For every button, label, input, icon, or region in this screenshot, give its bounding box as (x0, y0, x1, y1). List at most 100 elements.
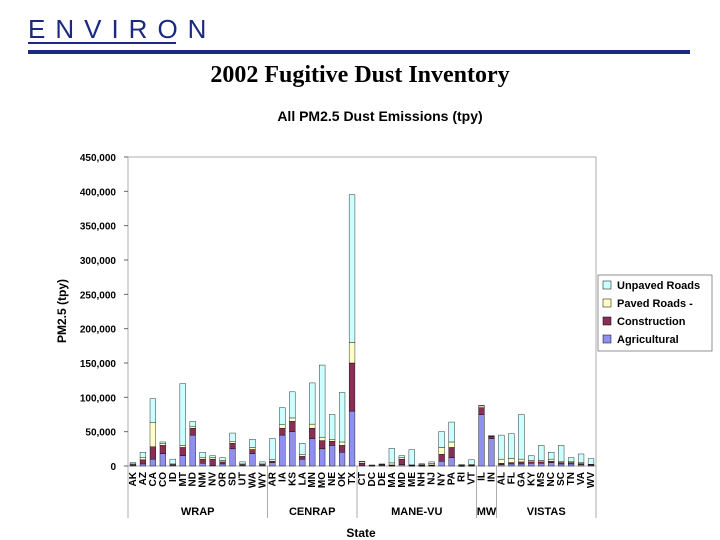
y-tick-label: 200,000 (80, 325, 117, 336)
x-tick-label: SC (556, 472, 567, 486)
bar-agricultural-mt (179, 455, 186, 467)
bar-unpaved-roads-ca (149, 398, 156, 423)
bar-unpaved-roads-nm (199, 452, 206, 458)
bar-construction-tn (568, 462, 575, 465)
bar-paved-roads-ca (149, 422, 156, 447)
y-tick-label: 350,000 (80, 222, 117, 233)
bar-paved-roads-tx (348, 342, 356, 364)
bar-paved-roads-al (498, 458, 505, 464)
bar-unpaved-roads-wa (249, 439, 256, 448)
x-tick-label: MO (317, 472, 328, 488)
bar-unpaved-roads-ma (388, 448, 395, 464)
bar-unpaved-roads-ne (329, 414, 336, 440)
bar-unpaved-roads-wy (259, 461, 266, 465)
bar-agricultural-md (398, 464, 405, 467)
y-tick-label: 150,000 (80, 359, 117, 370)
bar-paved-roads-ms (538, 460, 545, 463)
y-tick-label: 250,000 (80, 290, 117, 301)
bar-paved-roads-mt (179, 445, 186, 448)
x-tick-label: DE (377, 472, 388, 486)
x-tick-label: NY (437, 472, 448, 486)
bar-agricultural-fl (508, 463, 515, 467)
bar-unpaved-roads-co (159, 441, 166, 444)
bar-paved-roads-nd (189, 425, 196, 429)
bar-unpaved-roads-nv (209, 455, 216, 458)
x-tick-label: KS (287, 472, 298, 486)
x-tick-label: IN (486, 472, 497, 482)
x-tick-label: AR (267, 471, 278, 486)
bar-unpaved-roads-mt (179, 383, 186, 446)
bar-unpaved-roads-az (139, 452, 147, 458)
x-tick-label: FL (506, 472, 517, 484)
bar-unpaved-roads-sc (558, 445, 565, 462)
bar-unpaved-roads-va (577, 453, 585, 463)
bar-agricultural-al (498, 464, 505, 467)
bar-construction-ia (279, 428, 286, 436)
bar-agricultural-ne (329, 445, 336, 467)
logo-underline (28, 42, 176, 44)
bar-paved-roads-nc (548, 458, 555, 462)
y-tick-label: 50,000 (85, 428, 116, 439)
x-tick-label: IL (476, 472, 487, 481)
bar-agricultural-ky (528, 463, 535, 467)
bar-paved-roads-pa (448, 441, 455, 448)
bar-construction-wa (249, 449, 256, 454)
x-tick-label: NH (417, 472, 428, 486)
x-tick-label: AL (496, 472, 507, 485)
group-label: CENRAP (289, 506, 335, 518)
bar-agricultural-ga (518, 463, 525, 467)
x-tick-label: MS (536, 472, 547, 487)
bar-paved-roads-ks (289, 417, 296, 422)
bar-paved-roads-ct (358, 461, 366, 464)
bar-agricultural-mo (319, 448, 326, 467)
bar-construction-ct (358, 463, 366, 466)
bar-construction-sd (229, 443, 236, 450)
bar-agricultural-tn (568, 463, 575, 467)
bar-construction-ks (289, 421, 296, 432)
bar-unpaved-roads-nd (189, 421, 196, 427)
bar-paved-roads-va (577, 462, 585, 464)
bar-agricultural-or (219, 463, 226, 467)
bar-paved-roads-nm (199, 457, 206, 460)
bar-unpaved-roads-ct (358, 460, 366, 463)
bar-construction-mn (309, 428, 316, 439)
x-tick-label: OK (337, 471, 348, 487)
bar-agricultural-ar (269, 462, 276, 467)
x-tick-label: TN (566, 472, 577, 485)
legend-swatch (602, 316, 612, 326)
x-axis-title: State (346, 526, 376, 540)
x-tick-label: ID (168, 472, 179, 482)
bar-construction-mo (319, 440, 326, 450)
header-divider (28, 50, 690, 54)
bar-unpaved-roads-id (169, 458, 176, 465)
bar-paved-roads-ok (338, 441, 346, 446)
x-tick-label: VT (467, 472, 478, 485)
legend-label: Paved Roads - (617, 298, 693, 310)
y-tick-label: 100,000 (80, 393, 117, 404)
bar-construction-az (139, 459, 147, 465)
bar-agricultural-ok (338, 452, 346, 467)
bar-agricultural-az (139, 463, 147, 467)
group-label: WRAP (181, 506, 215, 518)
bar-construction-tx (348, 362, 356, 412)
bar-agricultural-tx (348, 410, 356, 467)
legend-label: Construction (617, 316, 686, 328)
x-tick-label: CA (148, 472, 159, 486)
bar-unpaved-roads-de (378, 463, 386, 465)
bar-unpaved-roads-me (408, 449, 415, 466)
x-tick-label: LA (297, 472, 308, 485)
x-tick-label: AZ (138, 472, 149, 485)
x-tick-label: WV (586, 472, 597, 488)
bar-unpaved-roads-sd (229, 432, 236, 442)
x-tick-label: MT (178, 472, 189, 486)
bar-construction-mt (179, 447, 186, 456)
y-axis-title: PM2.5 (tpy) (55, 279, 69, 343)
bar-paved-roads-ne (329, 439, 336, 442)
bar-paved-roads-co (159, 443, 166, 446)
bar-unpaved-roads-ut (239, 461, 246, 465)
bar-paved-roads-la (299, 454, 306, 457)
bar-agricultural-nd (189, 434, 196, 467)
bar-unpaved-roads-ky (528, 455, 535, 461)
bar-agricultural-in (488, 438, 495, 467)
x-tick-label: GA (516, 472, 527, 487)
